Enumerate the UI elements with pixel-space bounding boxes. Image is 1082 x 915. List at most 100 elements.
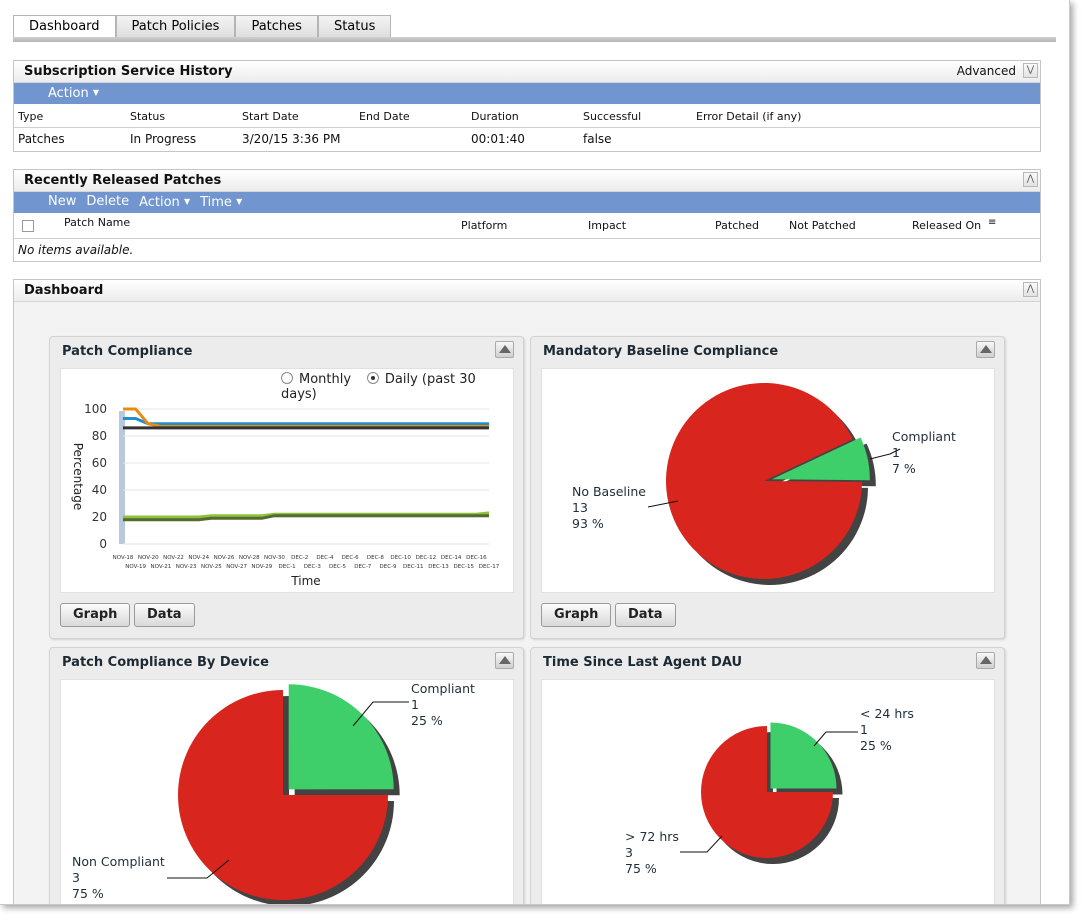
radio-daily[interactable] [366, 372, 379, 384]
recent-patches-toolbar: New Delete Action ▼ Time ▼ [14, 192, 1040, 213]
tab-underline [13, 37, 1056, 42]
col-platform[interactable]: Platform [461, 219, 508, 232]
x-tick-label: DEC-15 [453, 564, 474, 570]
col-start-date[interactable]: Start Date [242, 110, 299, 123]
x-tick-label: DEC-12 [416, 555, 437, 561]
col-released-on[interactable]: Released On [912, 219, 982, 232]
patches-table-header: Patch Name Platform Impact Patched Not P… [14, 213, 1040, 239]
y-tick-label: 60 [92, 456, 107, 470]
leader-line [647, 500, 679, 508]
pie-chart-area: Compliant 1 7 % No Baseline 13 93 % [541, 368, 995, 593]
leader-line [813, 731, 858, 747]
col-impact[interactable]: Impact [588, 219, 627, 232]
col-status[interactable]: Status [130, 110, 166, 123]
x-tick-label: NOV-21 [150, 564, 171, 570]
x-tick-label: DEC-13 [428, 564, 449, 570]
delete-button[interactable]: Delete [86, 194, 130, 209]
cell-successful: false [583, 132, 612, 146]
portlet-patch-compliance: Patch Compliance Monthly Daily (past 30 … [49, 336, 524, 639]
subscription-toolbar: Action ▼ [14, 83, 1040, 104]
portlet-title: Mandatory Baseline Compliance [543, 344, 779, 359]
maximize-icon[interactable] [976, 341, 995, 358]
cell-start-date: 3/20/15 3:36 PM [242, 132, 341, 146]
slice-percent: 25 % [411, 713, 443, 728]
series-line [123, 514, 489, 522]
graph-button[interactable]: Graph [60, 603, 131, 627]
x-tick-label: NOV-30 [264, 555, 285, 561]
data-button[interactable]: Data [134, 603, 195, 627]
portlet-mandatory-baseline: Mandatory Baseline Compliance Compliant 1… [530, 336, 1005, 639]
pie-slice [770, 722, 837, 789]
tab-patch-policies[interactable]: Patch Policies [115, 15, 236, 37]
app-frame: Dashboard Patch Policies Patches Status … [0, 0, 1070, 905]
new-button[interactable]: New [48, 194, 77, 209]
action-menu-label: Action [139, 195, 180, 210]
portlet-compliance-by-device: Patch Compliance By Device Compliant 1 25 … [49, 647, 524, 904]
x-tick-label: NOV-22 [163, 555, 184, 561]
maximize-icon[interactable] [495, 341, 514, 358]
portlet-time-since-dau: Time Since Last Agent DAU < 24 hrs 1 25 % >… [530, 647, 1005, 904]
pie-slice [701, 726, 833, 858]
daily-label: Daily (past 30 days) [281, 372, 476, 402]
monthly-option[interactable]: Monthly [281, 372, 351, 387]
slice-value: 3 [72, 870, 80, 885]
maximize-icon[interactable] [495, 652, 514, 669]
x-tick-label: NOV-24 [188, 555, 209, 561]
col-end-date[interactable]: End Date [359, 110, 410, 123]
axis-band [119, 411, 125, 544]
col-patch-name[interactable]: Patch Name [64, 216, 131, 229]
pie-slice [288, 684, 394, 790]
slice-value: 1 [860, 722, 868, 737]
action-menu[interactable]: Action ▼ [48, 83, 99, 104]
maximize-icon[interactable] [976, 652, 995, 669]
y-tick-label: 20 [92, 510, 107, 524]
recent-patches-title: Recently Released Patches [24, 173, 222, 188]
series-line [123, 417, 489, 426]
leader-line [680, 835, 723, 853]
daily-option[interactable]: Daily (past 30 days) [281, 372, 476, 402]
tab-dashboard[interactable]: Dashboard [13, 15, 116, 37]
y-tick-label: 80 [92, 429, 107, 443]
slice-label: No Baseline [572, 484, 646, 499]
pie-chart-area: Compliant 1 25 % Non Compliant 3 75 % [60, 679, 514, 904]
collapse-icon[interactable]: ⋀ [1023, 282, 1038, 297]
graph-button[interactable]: Graph [541, 603, 612, 627]
expand-icon[interactable]: ⋁ [1023, 63, 1038, 78]
col-not-patched[interactable]: Not Patched [789, 219, 856, 232]
subscription-table-header: Type Status Start Date End Date Duration… [14, 104, 1040, 128]
chevron-down-icon: ▼ [92, 88, 100, 97]
col-duration[interactable]: Duration [471, 110, 519, 123]
advanced-link[interactable]: Advanced [956, 64, 1016, 78]
col-type[interactable]: Type [18, 110, 44, 123]
slice-value: 3 [625, 845, 633, 860]
x-tick-label: NOV-27 [226, 564, 247, 570]
tab-status[interactable]: Status [317, 15, 392, 37]
col-successful[interactable]: Successful [583, 110, 642, 123]
select-all-checkbox[interactable] [22, 220, 34, 232]
tab-patches[interactable]: Patches [235, 15, 318, 37]
y-tick-label: 40 [92, 483, 107, 497]
table-row[interactable]: Patches In Progress 3/20/15 3:36 PM 00:0… [14, 128, 1040, 152]
cell-duration: 00:01:40 [471, 132, 525, 146]
dashboard-body: Patch Compliance Monthly Daily (past 30 … [14, 302, 1040, 904]
data-button[interactable]: Data [615, 603, 676, 627]
period-options: Monthly Daily (past 30 days) [281, 372, 513, 402]
pie-slice [178, 690, 388, 900]
collapse-icon[interactable]: ⋀ [1023, 172, 1038, 187]
col-patched[interactable]: Patched [715, 219, 759, 232]
x-tick-label: DEC-9 [380, 564, 398, 570]
tab-bar: Dashboard Patch Policies Patches Status [13, 15, 392, 37]
radio-monthly[interactable] [281, 372, 293, 384]
chevron-down-icon: ▼ [183, 197, 191, 206]
time-menu[interactable]: Time ▼ [200, 192, 242, 213]
x-tick-label: NOV-23 [176, 564, 197, 570]
empty-message: No items available. [18, 243, 134, 257]
slice-label: Non Compliant [72, 854, 165, 869]
col-error-detail[interactable]: Error Detail (if any) [696, 110, 802, 123]
slice-percent: 25 % [860, 738, 892, 753]
sort-menu-icon[interactable]: ≡ [988, 217, 997, 228]
action-menu[interactable]: Action ▼ [139, 192, 190, 213]
slice-value: 1 [411, 697, 419, 712]
